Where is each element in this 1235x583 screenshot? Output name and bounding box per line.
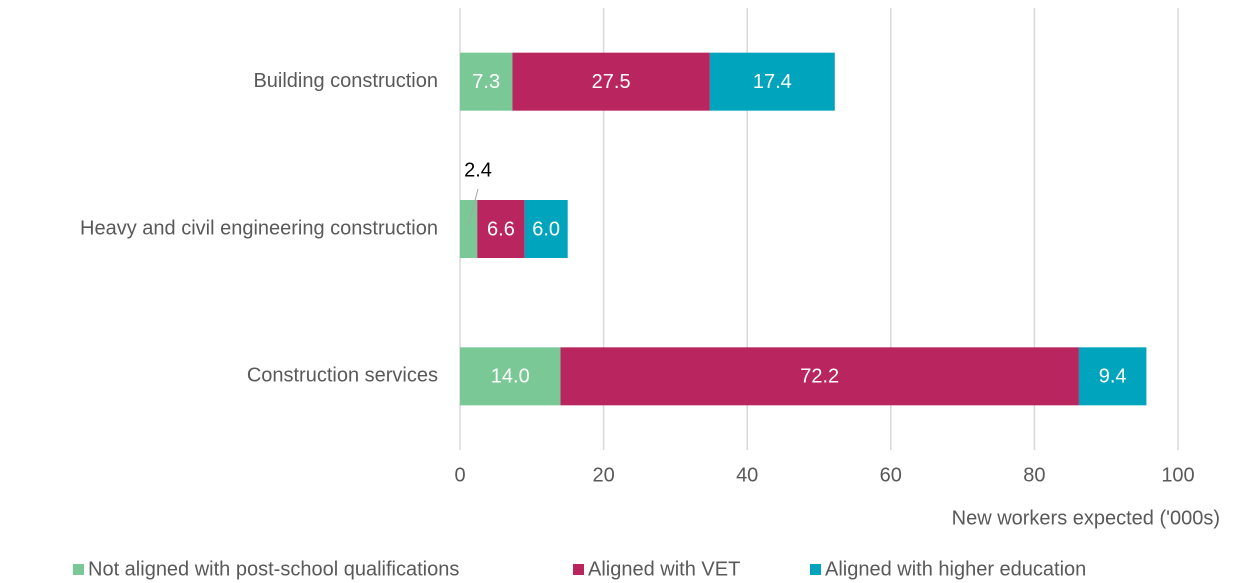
bar-segment (1078, 347, 1147, 406)
x-tick-label: 80 (1023, 464, 1045, 486)
y-tick-label: Construction services (247, 365, 438, 387)
legend-label: Not aligned with post-school qualificati… (88, 558, 459, 580)
x-axis-title: New workers expected ('000s) (952, 507, 1220, 529)
bar-segment (560, 347, 1079, 406)
data-label: 7.3 (472, 71, 500, 93)
legend-swatch (810, 564, 821, 575)
y-tick-label: Heavy and civil engineering construction (80, 217, 438, 239)
data-label: 17.4 (753, 71, 792, 93)
legend-label: Aligned with higher education (825, 558, 1086, 580)
x-tick-label: 60 (880, 464, 902, 486)
bar-segment (524, 200, 568, 258)
legend-label: Aligned with VET (588, 558, 740, 580)
bar-segment (460, 52, 513, 111)
x-tick-label: 20 (592, 464, 614, 486)
legend-swatch (73, 564, 84, 575)
bar-segment (460, 200, 478, 258)
bar-segment (477, 200, 525, 258)
bar-segment (512, 52, 710, 111)
x-tick-label: 0 (454, 464, 465, 486)
data-label: 72.2 (800, 366, 839, 388)
bar-segment (460, 347, 561, 406)
bar-segment (709, 52, 835, 111)
x-tick-label: 40 (736, 464, 758, 486)
data-label: 9.4 (1099, 366, 1127, 388)
data-label: 6.6 (487, 218, 515, 240)
x-tick-label: 100 (1161, 464, 1194, 486)
legend-swatch (573, 564, 584, 575)
data-label: 6.0 (532, 218, 560, 240)
y-tick-label: Building construction (253, 70, 438, 92)
data-label: 2.4 (464, 159, 492, 181)
data-label: 27.5 (592, 71, 631, 93)
leader-line (468, 188, 479, 226)
data-label: 14.0 (491, 366, 530, 388)
